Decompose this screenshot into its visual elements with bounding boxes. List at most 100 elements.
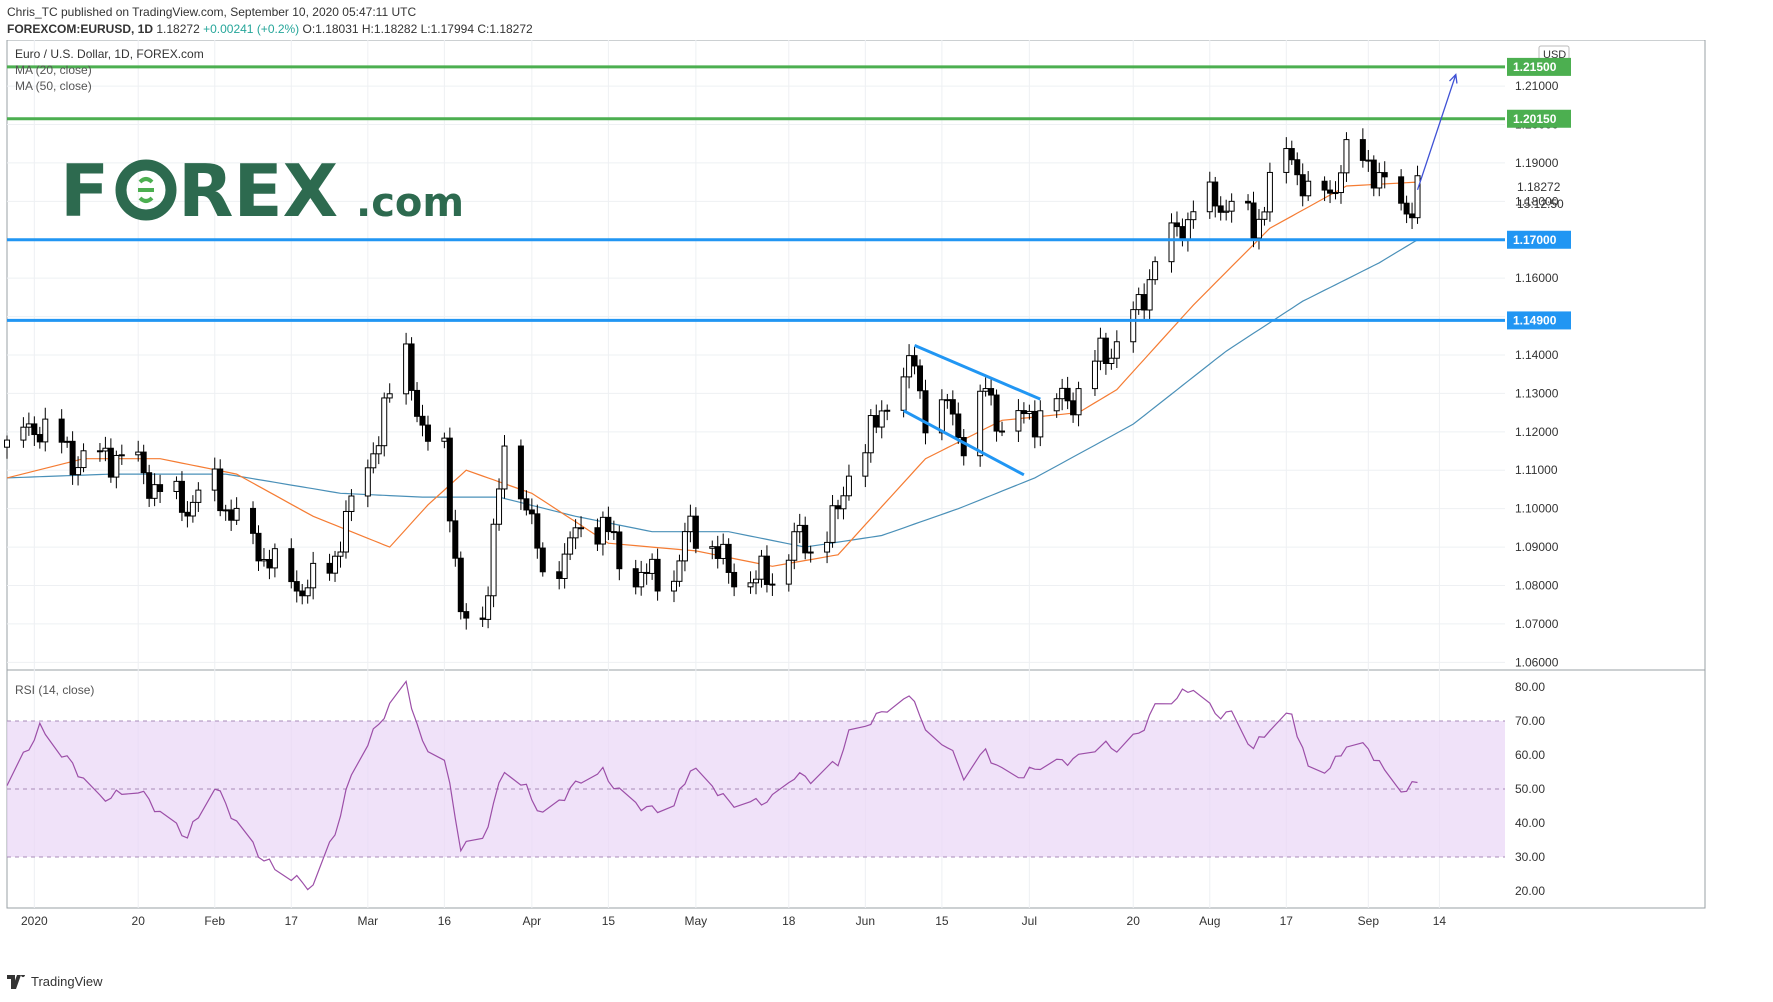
candle-body <box>1070 400 1077 416</box>
candle <box>446 427 453 533</box>
candle-body <box>490 523 497 597</box>
candle-body <box>616 531 623 570</box>
symbol: FOREXCOM:EURUSD, 1D <box>7 22 154 36</box>
candle-body <box>1075 388 1082 416</box>
candle-body <box>1299 174 1306 197</box>
candle-body <box>255 532 262 562</box>
candle <box>534 504 541 559</box>
time-tick-label: Feb <box>204 914 225 928</box>
candle-body <box>195 489 202 503</box>
time-tick-label: 2020 <box>21 914 48 928</box>
candle <box>747 571 754 594</box>
candle <box>906 344 913 389</box>
candle-body <box>802 524 809 554</box>
candle <box>643 563 650 585</box>
candle-body <box>845 475 852 497</box>
candle-body <box>829 505 836 543</box>
candle-body <box>118 454 125 457</box>
rsi-tick-label: 20.00 <box>1515 884 1545 898</box>
candle <box>80 443 87 473</box>
candle-body <box>1288 148 1295 161</box>
candle <box>654 548 661 601</box>
price-tick-label: 1.12000 <box>1515 425 1559 439</box>
candle <box>835 499 842 520</box>
candle <box>157 474 164 504</box>
candle-body <box>457 557 464 613</box>
candle-body <box>4 439 10 448</box>
candle <box>867 409 874 463</box>
candle-body <box>80 450 87 469</box>
candle-body <box>173 480 180 492</box>
candle <box>304 579 311 604</box>
candle <box>1376 162 1383 197</box>
target-arrowhead <box>1449 73 1458 84</box>
last-price-label: 1.18272 <box>1517 180 1561 194</box>
candle-body <box>386 393 393 399</box>
price-change: +0.00241 (+0.2%) <box>203 22 300 36</box>
candle-body <box>960 437 967 457</box>
time-tick-label: 18 <box>782 914 796 928</box>
candle-body <box>479 617 486 620</box>
candle-body <box>649 558 656 574</box>
candle <box>370 442 377 474</box>
candle <box>960 429 967 466</box>
candle <box>1414 165 1421 224</box>
candle <box>31 416 38 446</box>
candle-body <box>594 527 601 545</box>
candle-body <box>999 430 1006 433</box>
candle-body <box>496 488 503 525</box>
candle <box>1245 194 1252 211</box>
candle-body <box>288 548 295 583</box>
trendline <box>902 409 1025 477</box>
candle <box>731 563 738 597</box>
candle <box>1037 400 1044 447</box>
candle <box>266 549 273 580</box>
rsi-line <box>6 679 1418 891</box>
candle-body <box>1031 410 1038 438</box>
candle <box>1091 350 1098 396</box>
candle-body <box>31 423 38 436</box>
candle <box>769 573 776 596</box>
candle <box>1031 400 1038 449</box>
candle <box>725 538 732 584</box>
candle <box>791 522 798 570</box>
candle-body <box>949 399 956 415</box>
candle <box>1261 206 1268 226</box>
candle <box>796 513 803 544</box>
candle <box>922 379 929 445</box>
time-tick-label: 17 <box>285 914 299 928</box>
candle-body <box>1228 200 1235 212</box>
candle-body <box>1064 387 1071 402</box>
candle <box>567 531 574 561</box>
candle <box>829 494 836 548</box>
candle-body <box>304 587 311 597</box>
candle-body <box>807 551 814 554</box>
candle <box>1141 283 1148 321</box>
countdown-label: 15:12:50 <box>1517 197 1564 211</box>
candle <box>632 559 639 595</box>
candle-body <box>42 418 49 443</box>
time-tick-label: Aug <box>1199 914 1220 928</box>
candle-body <box>1414 175 1421 219</box>
candle <box>807 545 814 563</box>
candle <box>1097 327 1104 371</box>
candle <box>173 476 180 500</box>
candle-body <box>1190 211 1197 221</box>
tradingview-logo[interactable]: TradingView <box>7 974 103 989</box>
price-chart[interactable]: F REX .com 1.060001.070001.080001.090001… <box>0 40 1773 970</box>
candle <box>386 383 393 403</box>
candle-body <box>107 447 114 478</box>
candle-body <box>299 590 306 597</box>
candle <box>1321 176 1328 202</box>
candle <box>988 377 995 406</box>
candle <box>676 554 683 587</box>
candle-body <box>1376 172 1383 189</box>
candle-body <box>523 498 530 511</box>
candle-body <box>260 558 267 562</box>
candle-body <box>610 531 617 534</box>
candle-body <box>1305 180 1312 197</box>
candle-body <box>1091 360 1098 390</box>
rsi-tick-label: 30.00 <box>1515 850 1545 864</box>
candle-body <box>375 445 382 455</box>
candle-body <box>452 520 459 559</box>
